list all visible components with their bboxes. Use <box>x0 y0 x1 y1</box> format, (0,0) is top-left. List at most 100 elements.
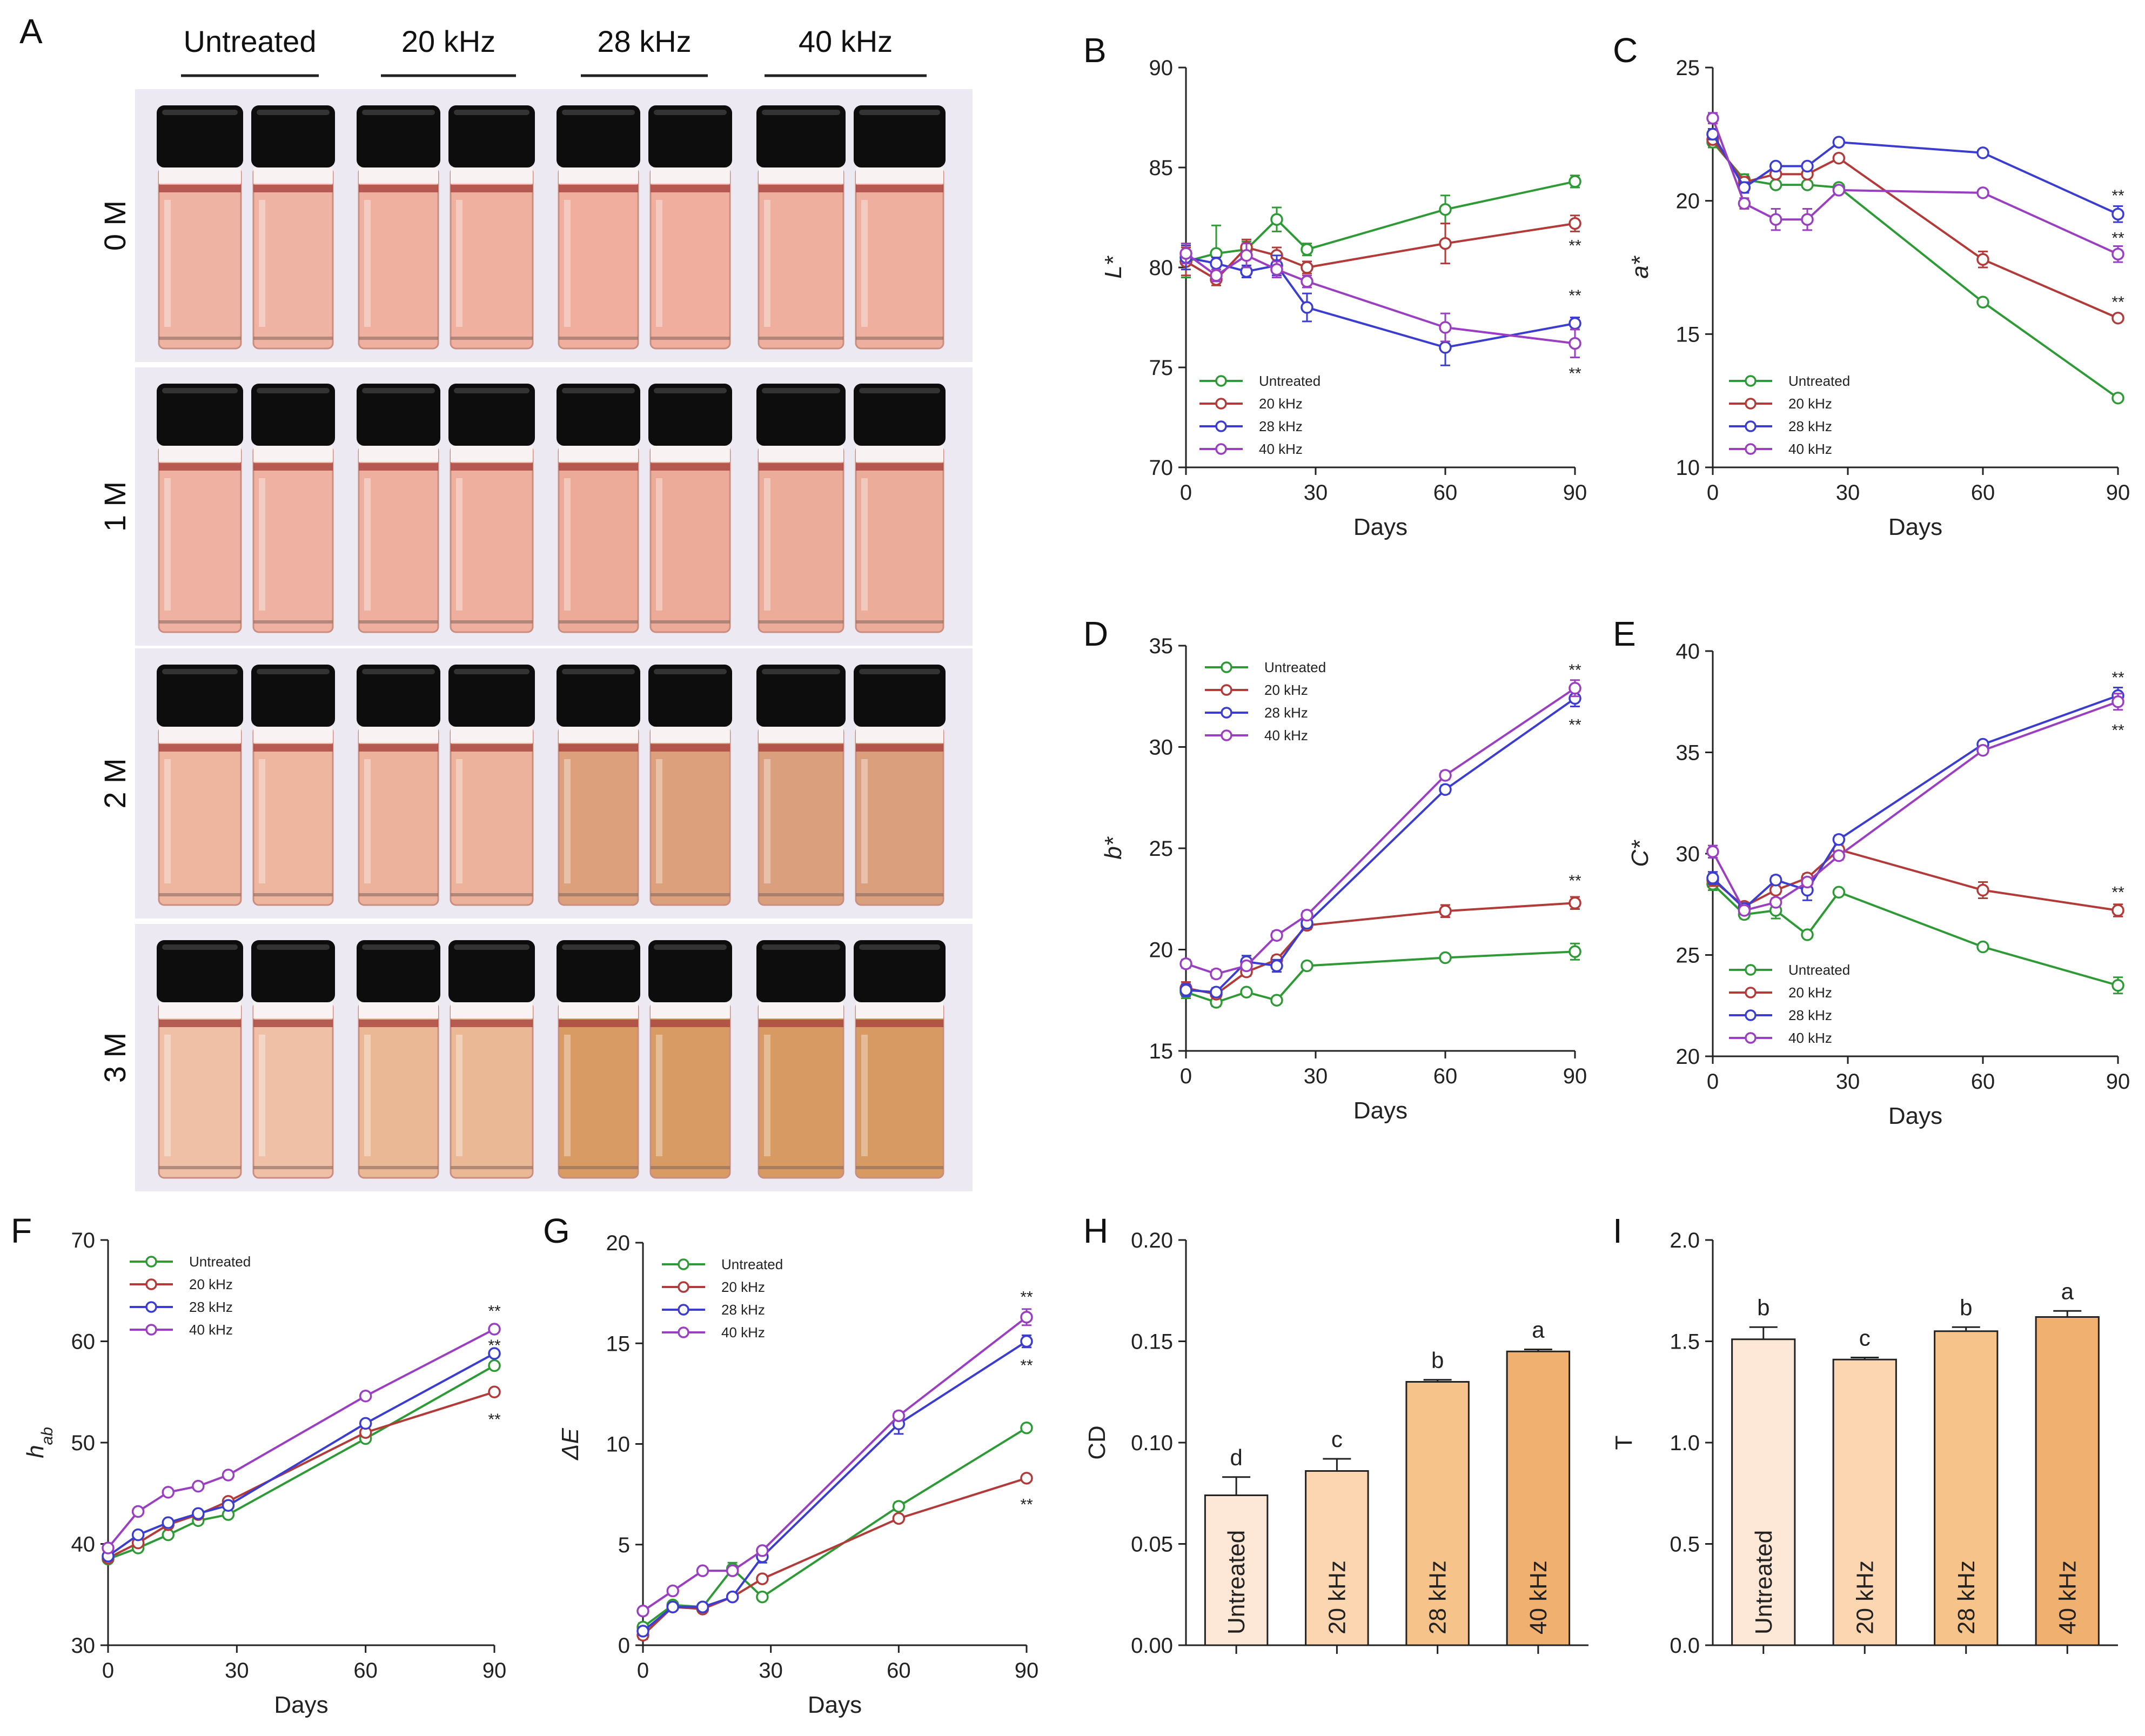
vial-liquid <box>158 726 242 906</box>
data-point <box>1976 186 1989 199</box>
y-tick-label: 30 <box>71 1634 96 1658</box>
vial-cap-highlight <box>454 110 529 115</box>
legend-label-40-khz: 40 kHz <box>189 1322 233 1338</box>
vial-liquid <box>649 726 731 906</box>
vial-glare <box>164 200 171 327</box>
vial-cap <box>557 940 640 1002</box>
y-axis-label: CD <box>1084 1425 1110 1460</box>
series-40-khz <box>1179 679 1581 981</box>
y-tick-label: 80 <box>1149 256 1174 280</box>
y-tick-label: 0.00 <box>1131 1634 1173 1658</box>
data-point <box>666 1600 679 1613</box>
vial-meniscus <box>759 185 843 192</box>
legend-label-28-khz: 28 kHz <box>721 1302 765 1318</box>
significance-mark: ** <box>2112 669 2124 687</box>
y-axis-label: hab <box>22 1427 56 1458</box>
vial-cap <box>854 105 946 167</box>
vial-base-line <box>159 893 241 896</box>
data-point <box>1301 301 1313 314</box>
x-axis-label: Days <box>1353 514 1407 540</box>
vial-base-line <box>559 893 638 896</box>
data-point <box>1976 146 1989 159</box>
vial-meniscus <box>759 1020 843 1027</box>
vial-meniscus <box>759 744 843 752</box>
vial <box>357 384 440 633</box>
legend: Untreated 20 kHz 28 kHz 40 kHz <box>130 1254 251 1338</box>
significance-letter: c <box>1331 1426 1343 1452</box>
vial-base-line <box>856 893 943 896</box>
vial-meniscus <box>856 185 943 192</box>
x-axis-label: Days <box>1888 1103 1942 1129</box>
vial-base-line <box>559 337 638 340</box>
y-tick-label: 30 <box>1149 736 1174 760</box>
vial <box>448 665 535 906</box>
data-point <box>892 1409 906 1423</box>
vial-meniscus <box>159 1020 241 1027</box>
vial <box>448 940 535 1179</box>
vial-cap <box>756 665 846 727</box>
vial-cap <box>854 384 946 446</box>
vial-glare <box>656 200 662 327</box>
legend-label-20-khz: 20 kHz <box>1264 682 1308 698</box>
data-point <box>222 1469 235 1482</box>
vial-cap-highlight <box>859 110 940 115</box>
y-axis-label: L* <box>1100 255 1127 278</box>
vial-glare <box>861 478 868 611</box>
vial-meniscus <box>451 463 533 471</box>
y-tick-label: 90 <box>1149 56 1174 80</box>
vial-neck <box>559 1002 638 1018</box>
legend-label-28-khz: 28 kHz <box>189 1299 233 1315</box>
vial <box>357 665 440 906</box>
vial-base-line <box>759 1166 843 1169</box>
vial-liquid <box>158 166 242 350</box>
y-tick-label: 2.0 <box>1670 1229 1700 1252</box>
bar-group-20-khz: c 20 kHz <box>1832 1325 1897 1654</box>
significance-letter: a <box>2061 1278 2074 1304</box>
vial-glare <box>364 759 371 883</box>
y-tick-label: 0.05 <box>1131 1533 1173 1557</box>
significance-mark: ** <box>488 1302 501 1320</box>
legend-marker <box>1215 398 1227 410</box>
x-tick-label: 90 <box>482 1659 507 1683</box>
vial-neck <box>451 167 533 184</box>
series-40-khz <box>1706 111 2124 263</box>
vial-glare <box>259 1035 265 1156</box>
vial-neck <box>253 727 333 743</box>
vial-neck <box>759 727 843 743</box>
y-tick-label: 75 <box>1149 356 1174 380</box>
data-point <box>1568 896 1581 909</box>
vial-neck <box>856 1002 943 1018</box>
data-point <box>131 1505 145 1518</box>
data-point <box>1210 986 1223 998</box>
data-point <box>1240 249 1253 262</box>
data-point <box>1240 986 1253 998</box>
vial-base-line <box>559 620 638 624</box>
legend-marker <box>1745 1009 1757 1021</box>
vial-neck <box>253 1002 333 1018</box>
data-point <box>1439 951 1452 964</box>
vial-cap <box>854 665 946 727</box>
legend: Untreated 20 kHz 28 kHz 40 kHz <box>1205 659 1326 743</box>
data-point <box>192 1507 205 1520</box>
data-point <box>2112 311 2124 325</box>
vial-liquid <box>450 166 534 350</box>
vial-glare <box>656 759 662 883</box>
vial-base-line <box>159 620 241 624</box>
vial-meniscus <box>559 463 638 471</box>
vial-glare <box>764 478 770 611</box>
legend-marker <box>678 1304 689 1316</box>
vial-base-line <box>651 1166 730 1169</box>
significance-letter: d <box>1230 1445 1242 1470</box>
vial-base-line <box>856 337 943 340</box>
vial-glare <box>564 759 571 883</box>
vial-glare <box>456 1035 462 1156</box>
data-point <box>1568 337 1581 350</box>
vial-cap-highlight <box>257 110 330 115</box>
vial-base-line <box>451 1166 533 1169</box>
vial-base-line <box>856 620 943 624</box>
data-point <box>1801 178 1814 191</box>
significance-mark: ** <box>2112 187 2124 205</box>
legend-label-20-khz: 20 kHz <box>721 1279 765 1295</box>
significance-mark: ** <box>1568 237 1581 254</box>
vial-neck <box>651 167 730 184</box>
